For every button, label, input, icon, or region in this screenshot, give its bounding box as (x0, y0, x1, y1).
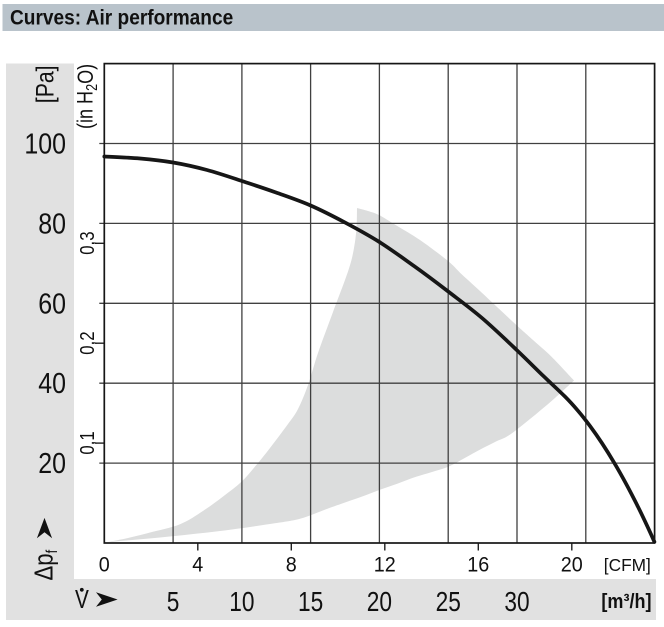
svg-text:40: 40 (38, 367, 66, 399)
svg-text:0,2: 0,2 (75, 331, 98, 354)
svg-text:20: 20 (38, 447, 66, 479)
svg-text:100: 100 (24, 128, 66, 160)
svg-text:[m³/h]: [m³/h] (601, 591, 651, 613)
svg-text:60: 60 (38, 288, 66, 320)
svg-text:Curves: Air performance: Curves: Air performance (10, 7, 233, 30)
svg-text:25: 25 (436, 587, 461, 618)
svg-text:80: 80 (38, 208, 66, 240)
svg-text:Δpf: Δpf (30, 549, 61, 581)
svg-text:10: 10 (229, 587, 254, 618)
svg-text:0,1: 0,1 (75, 431, 98, 454)
svg-text:8: 8 (286, 553, 297, 577)
svg-text:12: 12 (374, 553, 396, 577)
svg-text:0,3: 0,3 (75, 231, 98, 254)
svg-text:(in H2O): (in H2O) (74, 64, 101, 129)
svg-text:16: 16 (467, 553, 489, 577)
svg-text:20: 20 (561, 553, 583, 577)
svg-text:V: V (75, 585, 89, 614)
svg-text:20: 20 (367, 587, 392, 618)
svg-text:15: 15 (298, 587, 323, 618)
svg-text:0: 0 (99, 553, 110, 577)
svg-text:5: 5 (167, 587, 180, 618)
svg-text:4: 4 (192, 553, 203, 577)
svg-text:[CFM]: [CFM] (604, 555, 651, 575)
svg-text:30: 30 (504, 587, 529, 618)
svg-text:[Pa]: [Pa] (31, 65, 59, 103)
